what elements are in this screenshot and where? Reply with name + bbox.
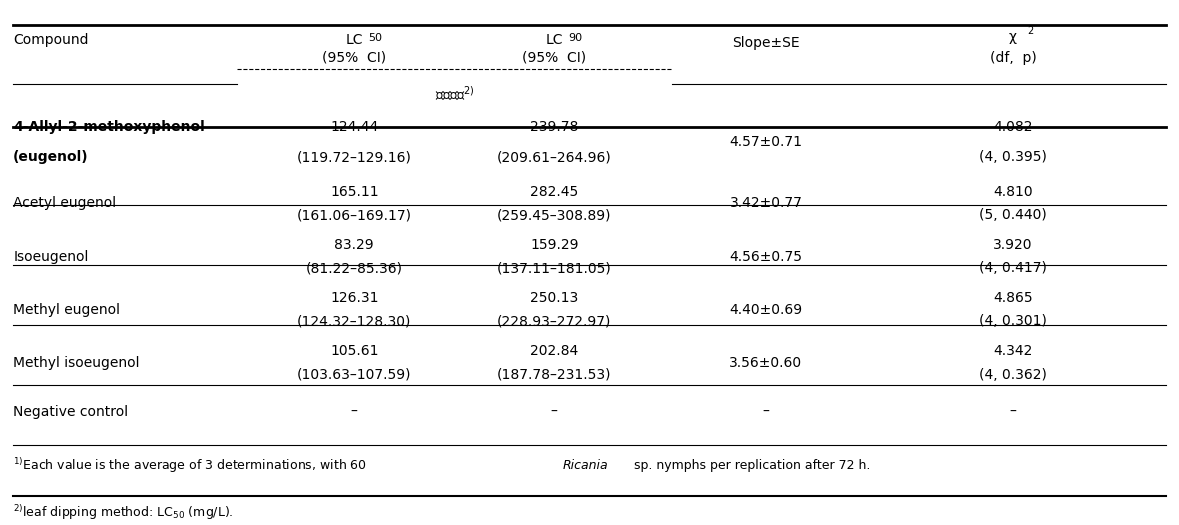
Text: LC: LC bbox=[345, 33, 363, 47]
Text: Compound: Compound bbox=[13, 33, 88, 47]
Text: 4.342: 4.342 bbox=[993, 344, 1033, 358]
Text: 2: 2 bbox=[1027, 26, 1034, 36]
Text: 126.31: 126.31 bbox=[330, 291, 378, 305]
Text: $^{1)}$Each value is the average of 3 determinations, with 60: $^{1)}$Each value is the average of 3 de… bbox=[13, 456, 368, 475]
Text: 202.84: 202.84 bbox=[531, 344, 579, 358]
Text: (81.22–85.36): (81.22–85.36) bbox=[305, 261, 403, 275]
Text: (eugenol): (eugenol) bbox=[13, 151, 88, 164]
Text: Negative control: Negative control bbox=[13, 405, 129, 419]
Text: –: – bbox=[763, 405, 770, 419]
Text: (161.06–169.17): (161.06–169.17) bbox=[297, 208, 411, 222]
Text: (4, 0.417): (4, 0.417) bbox=[979, 261, 1047, 275]
Text: sp. nymphs per replication after 72 h.: sp. nymphs per replication after 72 h. bbox=[631, 459, 871, 472]
Text: (228.93–272.97): (228.93–272.97) bbox=[498, 314, 612, 329]
Text: (df,  p): (df, p) bbox=[989, 51, 1036, 65]
Text: Slope±SE: Slope±SE bbox=[732, 36, 799, 50]
Text: 282.45: 282.45 bbox=[531, 185, 579, 199]
Text: Acetyl eugenol: Acetyl eugenol bbox=[13, 196, 117, 211]
Text: Ricania: Ricania bbox=[562, 459, 608, 472]
Text: 4.865: 4.865 bbox=[993, 291, 1033, 305]
Text: (137.11–181.05): (137.11–181.05) bbox=[496, 261, 612, 275]
Text: 4.57±0.71: 4.57±0.71 bbox=[730, 135, 803, 149]
Text: Methyl eugenol: Methyl eugenol bbox=[13, 303, 120, 317]
Text: –: – bbox=[551, 405, 558, 419]
Text: 165.11: 165.11 bbox=[330, 185, 378, 199]
Text: 83.29: 83.29 bbox=[335, 238, 374, 252]
Text: (5, 0.440): (5, 0.440) bbox=[979, 208, 1047, 222]
Text: 159.29: 159.29 bbox=[531, 238, 579, 252]
Text: 50: 50 bbox=[368, 33, 382, 43]
Text: LC: LC bbox=[546, 33, 562, 47]
Text: (119.72–129.16): (119.72–129.16) bbox=[297, 151, 411, 164]
Text: 4.810: 4.810 bbox=[993, 185, 1033, 199]
Text: 124.44: 124.44 bbox=[330, 120, 378, 134]
Text: 250.13: 250.13 bbox=[531, 291, 579, 305]
Text: Methyl isoeugenol: Methyl isoeugenol bbox=[13, 356, 139, 370]
Text: 90: 90 bbox=[568, 33, 582, 43]
Text: (124.32–128.30): (124.32–128.30) bbox=[297, 314, 411, 329]
Text: (95%  CI): (95% CI) bbox=[522, 51, 586, 65]
Text: 3.920: 3.920 bbox=[993, 238, 1033, 252]
Text: 3.42±0.77: 3.42±0.77 bbox=[730, 196, 803, 211]
Text: (103.63–107.59): (103.63–107.59) bbox=[297, 368, 411, 382]
Text: (187.78–231.53): (187.78–231.53) bbox=[498, 368, 612, 382]
Text: $^{1)}$Each value is the average of 3 determinations, with 60: $^{1)}$Each value is the average of 3 de… bbox=[13, 456, 368, 475]
Text: 엽침지법$^{2)}$: 엽침지법$^{2)}$ bbox=[435, 84, 474, 103]
Text: 4.56±0.75: 4.56±0.75 bbox=[730, 249, 803, 264]
Text: (4, 0.395): (4, 0.395) bbox=[979, 151, 1047, 164]
Text: 105.61: 105.61 bbox=[330, 344, 378, 358]
Text: (209.61–264.96): (209.61–264.96) bbox=[496, 151, 612, 164]
Text: (95%  CI): (95% CI) bbox=[322, 51, 387, 65]
Text: (4, 0.362): (4, 0.362) bbox=[979, 368, 1047, 382]
Text: 239.78: 239.78 bbox=[531, 120, 579, 134]
Text: $^{2)}$leaf dipping method: LC$_{50}$ (mg/L).: $^{2)}$leaf dipping method: LC$_{50}$ (m… bbox=[13, 503, 233, 522]
Text: 4.40±0.69: 4.40±0.69 bbox=[730, 303, 803, 317]
Text: (259.45–308.89): (259.45–308.89) bbox=[498, 208, 612, 222]
Text: χ: χ bbox=[1009, 30, 1017, 44]
Text: (4, 0.301): (4, 0.301) bbox=[979, 314, 1047, 329]
Text: 4.082: 4.082 bbox=[993, 120, 1033, 134]
Text: 4-Allyl-2-methoxyphenol: 4-Allyl-2-methoxyphenol bbox=[13, 120, 205, 134]
Text: 3.56±0.60: 3.56±0.60 bbox=[730, 356, 803, 370]
Text: Isoeugenol: Isoeugenol bbox=[13, 249, 88, 264]
Text: –: – bbox=[351, 405, 357, 419]
Text: –: – bbox=[1009, 405, 1016, 419]
